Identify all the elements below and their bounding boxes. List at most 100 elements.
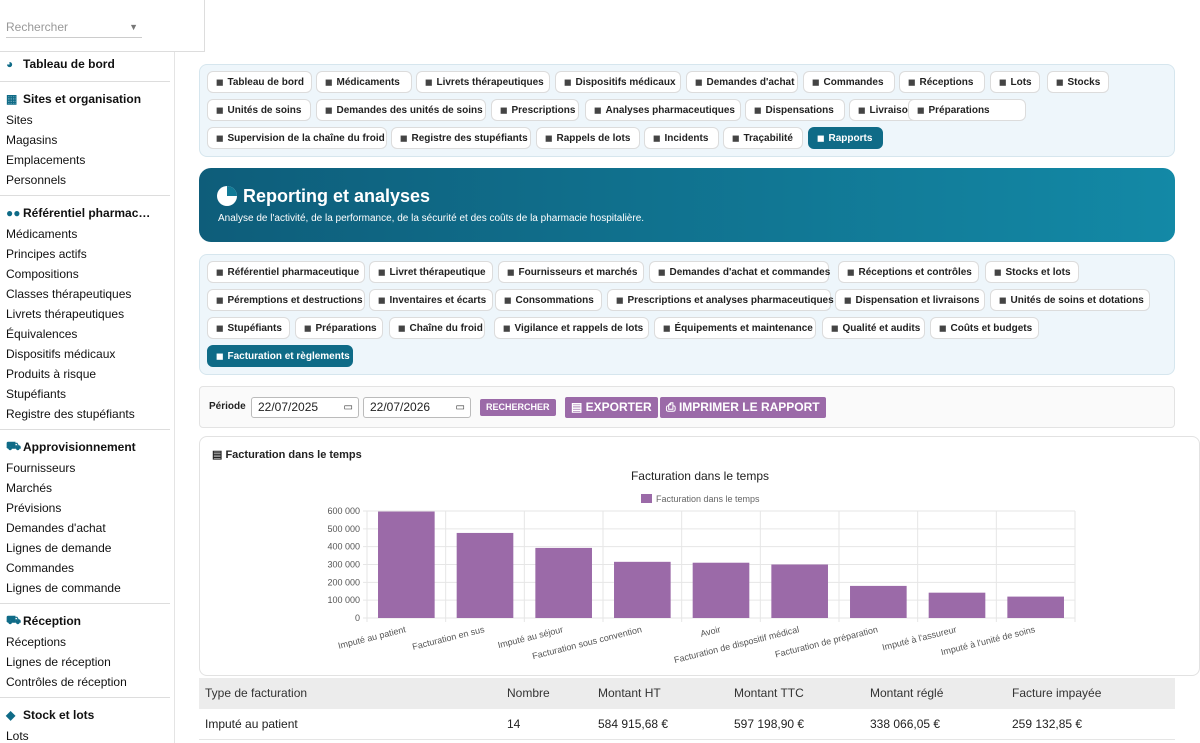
sidebar-item-previsions[interactable]: Prévisions bbox=[6, 501, 62, 515]
module-tab-rapports[interactable]: ◼ Rapports bbox=[808, 127, 883, 149]
module-tab-icon: ◼ bbox=[858, 105, 866, 115]
sidebar-item-lignes-de-commande[interactable]: Lignes de commande bbox=[6, 581, 121, 595]
sidebar-item-fournisseurs[interactable]: Fournisseurs bbox=[6, 461, 76, 475]
building-icon: ▦ bbox=[6, 92, 18, 106]
report-tab-qualite-et-audits[interactable]: ◼ Qualité et audits bbox=[822, 317, 925, 339]
module-tab-demandes-d-achat[interactable]: ◼ Demandes d'achat bbox=[686, 71, 798, 93]
module-tab-icon: ◼ bbox=[545, 133, 553, 143]
sidebar-item-livrets-therapeutiques[interactable]: Livrets thérapeutiques bbox=[6, 307, 125, 321]
report-tab-stocks-et-lots[interactable]: ◼ Stocks et lots bbox=[985, 261, 1079, 283]
sidebar-item-demandes-d-achat[interactable]: Demandes d'achat bbox=[6, 521, 106, 535]
report-tab-couts-et-budgets[interactable]: ◼ Coûts et budgets bbox=[930, 317, 1039, 339]
report-tab-preparations[interactable]: ◼ Préparations bbox=[295, 317, 383, 339]
module-tab-analyses-pharmaceutiques[interactable]: ◼ Analyses pharmaceutiques bbox=[585, 99, 741, 121]
chart-card-title-text: Facturation dans le temps bbox=[225, 449, 362, 461]
sidebar-item-magasins[interactable]: Magasins bbox=[6, 133, 58, 147]
module-tab-tableau-de-bord[interactable]: ◼ Tableau de bord bbox=[207, 71, 312, 93]
module-tab-label: Demandes d'achat bbox=[706, 77, 795, 88]
search-container: Rechercher ▼ bbox=[0, 0, 205, 52]
module-tab-rappels-de-lots[interactable]: ◼ Rappels de lots bbox=[536, 127, 640, 149]
module-tab-demandes-des-unites-de-soins[interactable]: ◼ Demandes des unités de soins bbox=[316, 99, 486, 121]
sidebar-section-title[interactable]: ⛟ Réception bbox=[0, 612, 170, 630]
sidebar-item-principes-actifs[interactable]: Principes actifs bbox=[6, 247, 87, 261]
module-tab-livrets-therapeutiques[interactable]: ◼ Livrets thérapeutiques bbox=[416, 71, 550, 93]
module-tab-lots[interactable]: ◼ Lots bbox=[990, 71, 1040, 93]
print-report-button[interactable]: ⎙ IMPRIMER LE RAPPORT bbox=[660, 397, 826, 418]
module-tab-prescriptions[interactable]: ◼ Prescriptions bbox=[491, 99, 579, 121]
module-tab-registre-des-stupefiants[interactable]: ◼ Registre des stupéfiants bbox=[391, 127, 531, 149]
search-button[interactable]: RECHERCHER bbox=[480, 399, 556, 416]
sidebar-item-lignes-de-reception[interactable]: Lignes de réception bbox=[6, 655, 111, 669]
report-tab-chaine-du-froid[interactable]: ◼ Chaîne du froid bbox=[389, 317, 485, 339]
report-tab-prescriptions-et-analyses-pharmaceutiques[interactable]: ◼ Prescriptions et analyses pharmaceutiqu… bbox=[607, 289, 834, 311]
sidebar-item-sites[interactable]: Sites bbox=[6, 113, 33, 127]
sidebar-item-lignes-de-demande[interactable]: Lignes de demande bbox=[6, 541, 112, 555]
report-tab-fournisseurs-et-marches[interactable]: ◼ Fournisseurs et marchés bbox=[498, 261, 644, 283]
report-tab-inventaires-et-ecarts[interactable]: ◼ Inventaires et écarts bbox=[369, 289, 493, 311]
sidebar-item-lots[interactable]: Lots bbox=[6, 729, 29, 743]
module-tab-preparations[interactable]: ◼ Préparations bbox=[908, 99, 1026, 121]
report-tab-icon: ◼ bbox=[831, 323, 839, 333]
sidebar-item-commandes[interactable]: Commandes bbox=[6, 561, 75, 575]
sidebar-section-title[interactable]: ⛟ Approvisionnement bbox=[0, 438, 170, 456]
sidebar-divider bbox=[0, 429, 170, 430]
file-icon: ▤ bbox=[571, 400, 586, 414]
sidebar-section-title[interactable]: ◆ Stock et lots bbox=[0, 706, 170, 724]
report-tab-icon: ◼ bbox=[994, 267, 1002, 277]
module-tab-receptions[interactable]: ◼ Réceptions bbox=[899, 71, 985, 93]
report-tab-receptions-et-controles[interactable]: ◼ Réceptions et contrôles bbox=[838, 261, 979, 283]
report-tab-facturation-et-reglements[interactable]: ◼ Facturation et règlements bbox=[207, 345, 353, 367]
module-tab-medicaments[interactable]: ◼ Médicaments bbox=[316, 71, 412, 93]
sidebar-item-stupefiants[interactable]: Stupéfiants bbox=[6, 387, 67, 401]
module-tab-label: Lots bbox=[1010, 77, 1032, 88]
date-to-input[interactable]: 22/07/2026 ▭ bbox=[363, 397, 471, 418]
module-tab-dispensations[interactable]: ◼ Dispensations bbox=[745, 99, 845, 121]
module-tab-supervision-de-la-chaine-du-froid[interactable]: ◼ Supervision de la chaîne du froid bbox=[207, 127, 387, 149]
report-tab-equipements-et-maintenance[interactable]: ◼ Équipements et maintenance bbox=[654, 317, 816, 339]
cubes-icon: ◆ bbox=[6, 708, 16, 722]
sidebar-item-receptions[interactable]: Réceptions bbox=[6, 635, 67, 649]
sidebar-item-medicaments[interactable]: Médicaments bbox=[6, 227, 78, 241]
report-tab-livret-therapeutique[interactable]: ◼ Livret thérapeutique bbox=[369, 261, 493, 283]
sidebar-item-emplacements[interactable]: Emplacements bbox=[6, 153, 86, 167]
report-tab-peremptions-et-destructions[interactable]: ◼ Péremptions et destructions bbox=[207, 289, 365, 311]
report-tab-dispensation-et-livraisons[interactable]: ◼ Dispensation et livraisons bbox=[835, 289, 985, 311]
module-tab-tracabilite[interactable]: ◼ Traçabilité bbox=[723, 127, 803, 149]
report-tab-demandes-d-achat-et-commandes[interactable]: ◼ Demandes d'achat et commandes bbox=[649, 261, 830, 283]
report-tab-icon: ◼ bbox=[616, 295, 624, 305]
sidebar-item-registre-des-stupefiants[interactable]: Registre des stupéfiants bbox=[6, 407, 135, 421]
sidebar-item-compositions[interactable]: Compositions bbox=[6, 267, 79, 281]
report-tab-unites-de-soins-et-dotations[interactable]: ◼ Unités de soins et dotations bbox=[990, 289, 1150, 311]
report-tab-stupefiants[interactable]: ◼ Stupéfiants bbox=[207, 317, 290, 339]
sidebar-section-title[interactable]: ●● Référentiel pharmac… bbox=[0, 204, 170, 222]
sidebar-item-marches[interactable]: Marchés bbox=[6, 481, 53, 495]
calendar-icon: ▭ bbox=[343, 402, 353, 413]
module-tab-stocks[interactable]: ◼ Stocks bbox=[1047, 71, 1109, 93]
module-tab-dispositifs-medicaux[interactable]: ◼ Dispositifs médicaux bbox=[555, 71, 681, 93]
truck-loading-icon: ⛟ bbox=[6, 613, 22, 627]
date-from-input[interactable]: 22/07/2025 ▭ bbox=[251, 397, 359, 418]
sidebar-item-equivalences[interactable]: Équivalences bbox=[6, 327, 78, 341]
table-cell: 14 bbox=[507, 717, 521, 731]
module-tab-incidents[interactable]: ◼ Incidents bbox=[644, 127, 719, 149]
sidebar-item-dispositifs-medicaux[interactable]: Dispositifs médicaux bbox=[6, 347, 116, 361]
sidebar-item-controles-de-reception[interactable]: Contrôles de réception bbox=[6, 675, 127, 689]
module-tab-unites-de-soins[interactable]: ◼ Unités de soins bbox=[207, 99, 311, 121]
report-tab-referentiel-pharmaceutique[interactable]: ◼ Référentiel pharmaceutique bbox=[207, 261, 365, 283]
billing-table: Type de facturation Nombre Montant HT Monta… bbox=[199, 678, 1175, 740]
pills-icon: ●● bbox=[6, 206, 21, 220]
sidebar-item-label: Tableau de bord bbox=[23, 57, 115, 71]
export-button[interactable]: ▤ EXPORTER bbox=[565, 397, 658, 418]
report-tab-vigilance-et-rappels-de-lots[interactable]: ◼ Vigilance et rappels de lots bbox=[494, 317, 649, 339]
search-select[interactable]: Rechercher ▼ bbox=[6, 18, 142, 38]
report-tab-consommations[interactable]: ◼ Consommations bbox=[495, 289, 602, 311]
report-tab-icon: ◼ bbox=[658, 267, 666, 277]
y-tick-label: 500 000 bbox=[327, 524, 360, 534]
sidebar-item-personnels[interactable]: Personnels bbox=[6, 173, 67, 187]
sidebar-item-classes-therapeutiques[interactable]: Classes thérapeutiques bbox=[6, 287, 132, 301]
module-tab-icon: ◼ bbox=[564, 77, 572, 87]
sidebar-item-produits-a-risque[interactable]: Produits à risque bbox=[6, 367, 97, 381]
module-tab-commandes[interactable]: ◼ Commandes bbox=[803, 71, 895, 93]
sidebar-section-title[interactable]: ▦ Sites et organisation bbox=[0, 90, 170, 108]
sidebar-item-dashboard[interactable]: ◕ Tableau de bord bbox=[0, 55, 115, 73]
